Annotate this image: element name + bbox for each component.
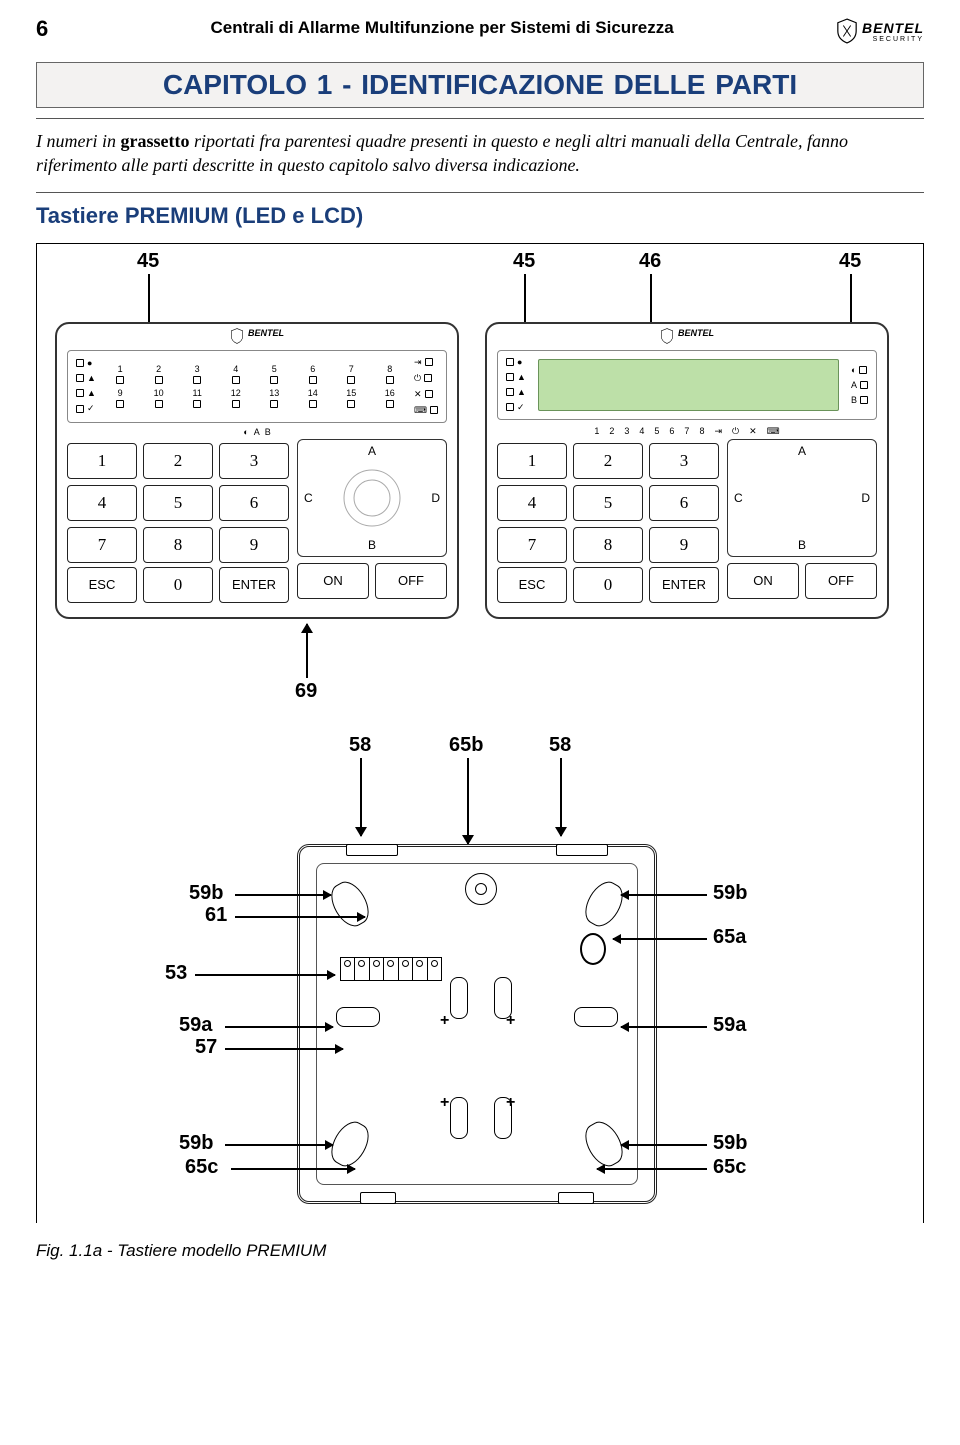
key-4[interactable]: 4 [497,485,567,521]
key-9[interactable]: 9 [649,527,719,563]
key-1[interactable]: 1 [67,443,137,479]
keypad-lcd: BENTEL ●▲▲✓ ◐AB 12345678⇥⏻✕⌨ 123456789 E… [485,322,889,619]
key-0[interactable]: 0 [573,567,643,603]
key-7[interactable]: 7 [67,527,137,563]
callout-45: 45 [137,250,159,273]
callout-57: 57 [195,1036,217,1059]
key-off[interactable]: OFF [375,563,447,599]
page-header: 6 Centrali di Allarme Multifunzione per … [36,18,924,44]
callout-59b: 59b [179,1132,213,1155]
callout-65c: 65c [185,1156,218,1179]
nav-pad[interactable]: A B C D [297,439,447,557]
key-2[interactable]: 2 [573,443,643,479]
arrow-icon [360,758,362,836]
key-enter[interactable]: ENTER [219,567,289,603]
callout-59b: 59b [189,882,223,905]
arrow-icon [467,758,469,844]
callout-46: 46 [639,250,661,273]
key-6[interactable]: 6 [649,485,719,521]
key-on[interactable]: ON [727,563,799,599]
key-3[interactable]: 3 [219,443,289,479]
running-title: Centrali di Allarme Multifunzione per Si… [56,18,828,38]
chapter-title: CAPITOLO 1 - IDENTIFICAZIONE DELLE PARTI [47,69,913,101]
key-8[interactable]: 8 [573,527,643,563]
status-leds-left: ●▲ ▲✓ [76,358,96,414]
callout-65c: 65c [713,1156,746,1179]
figure-container: 45 45 46 45 BENTEL ●▲ ▲✓ 123456789101112… [36,243,924,1223]
key-esc[interactable]: ESC [67,567,137,603]
key-enter[interactable]: ENTER [649,567,719,603]
callout-69: 69 [295,680,317,703]
chapter-title-box: CAPITOLO 1 - IDENTIFICAZIONE DELLE PARTI [36,62,924,108]
lcd-screen [538,359,839,411]
arrow-icon [560,758,562,836]
callout-61: 61 [205,904,227,927]
key-8[interactable]: 8 [143,527,213,563]
key-3[interactable]: 3 [649,443,719,479]
zone-led-grid: 12345678910111213141516 [106,364,404,408]
key-2[interactable]: 2 [143,443,213,479]
nav-pad[interactable]: A B C D [727,439,877,557]
key-0[interactable]: 0 [143,567,213,603]
key-4[interactable]: 4 [67,485,137,521]
status-leds-right: ⇥⏻ ✕⌨ [414,357,438,416]
keypad-led: BENTEL ●▲ ▲✓ 12345678910111213141516 ⇥⏻ … [55,322,459,619]
callout-59b: 59b [713,1132,747,1155]
key-6[interactable]: 6 [219,485,289,521]
callout-58: 58 [349,734,371,757]
brand-subtext: SECURITY [862,36,924,43]
key-9[interactable]: 9 [219,527,289,563]
callout-45: 45 [839,250,861,273]
section-heading: Tastiere PREMIUM (LED e LCD) [36,203,924,229]
callout-59b: 59b [713,882,747,905]
lcd-zone-numbers: 12345678⇥⏻✕⌨ [487,426,887,437]
key-esc[interactable]: ESC [497,567,567,603]
key-7[interactable]: 7 [497,527,567,563]
keypad-brand: BENTEL [57,324,457,344]
callout-53: 53 [165,962,187,985]
callout-65b: 65b [449,734,483,757]
callout-59a: 59a [179,1014,212,1037]
callout-58: 58 [549,734,571,757]
brand-text: BENTEL [862,20,924,36]
arrow-icon [306,624,308,678]
key-1[interactable]: 1 [497,443,567,479]
callout-45: 45 [513,250,535,273]
intro-paragraph: I numeri in grassetto riportati fra pare… [36,129,924,178]
key-5[interactable]: 5 [143,485,213,521]
backplate-diagram: + + + + [297,844,657,1204]
key-off[interactable]: OFF [805,563,877,599]
crest-icon [836,18,858,44]
page-number: 6 [36,18,48,40]
key-5[interactable]: 5 [573,485,643,521]
callout-65a: 65a [713,926,746,949]
figure-caption: Fig. 1.1a - Tastiere modello PREMIUM [36,1241,924,1261]
keypad-brand: BENTEL [487,324,887,344]
brand-logo: BENTEL SECURITY [836,18,924,44]
key-on[interactable]: ON [297,563,369,599]
callout-59a: 59a [713,1014,746,1037]
